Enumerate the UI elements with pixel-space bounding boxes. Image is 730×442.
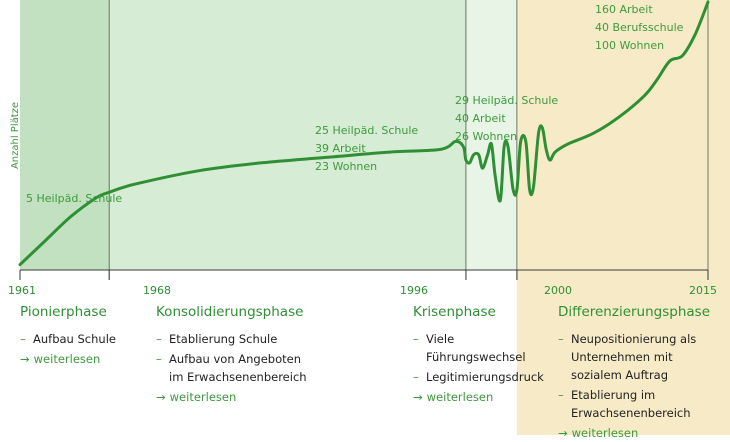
series-line	[18, 0, 710, 267]
link-label: weiterlesen	[571, 426, 639, 440]
arrow-right-icon: →	[558, 426, 568, 440]
phase-title: Differenzierungsphase	[558, 304, 711, 320]
annotation-1968: 5 Heilpäd. Schule	[26, 190, 122, 208]
phase-item: – Viele Führungswechsel	[413, 330, 553, 366]
dash-icon: –	[156, 352, 162, 366]
dash-icon: –	[413, 332, 419, 346]
arrow-right-icon: →	[413, 390, 423, 404]
phase-item: – Aufbau Schule	[20, 330, 145, 348]
phase-item-text: Etablierung Schule	[169, 332, 278, 346]
phase-item: – Aufbau von Angeboten im Erwachsenenber…	[156, 350, 309, 386]
phase-pionier: Pionierphase – Aufbau Schule → weiterlese…	[20, 300, 145, 368]
phase-item-text: Viele Führungswechsel	[426, 332, 526, 364]
phase-band	[465, 0, 517, 270]
phase-item-text: Legitimierungsdruck	[426, 370, 544, 384]
dash-icon: –	[558, 388, 564, 402]
annotation-line: 160 Arbeit	[595, 3, 653, 16]
phase-item: – Neupositionierung als Unternehmen mit …	[558, 330, 701, 384]
link-label: weiterlesen	[169, 390, 237, 404]
y-axis-label: Anzahl Plätze	[10, 101, 22, 170]
annotation-line: 29 Heilpäd. Schule	[455, 94, 559, 107]
weiterlesen-link[interactable]: → weiterlesen	[413, 388, 553, 406]
phase-krise: Krisenphase – Viele Führungswechsel – Le…	[413, 300, 553, 406]
phase-band-edge	[708, 0, 730, 270]
dash-icon: –	[20, 332, 26, 346]
phase-band	[516, 0, 708, 270]
annotation-line: 39 Arbeit	[315, 142, 366, 155]
annotation-2015: 160 Arbeit 40 Berufsschule 100 Wohnen	[595, 1, 683, 55]
phase-item: – Legitimierungsdruck	[413, 368, 553, 386]
x-tick-label: 1968	[143, 284, 171, 297]
dash-icon: –	[413, 370, 419, 384]
annotation-line: 40 Berufsschule	[595, 21, 684, 34]
phase-band	[109, 0, 466, 270]
dash-icon: –	[558, 332, 564, 346]
phase-item-text: Etablierung im Erwachsenenbereich	[571, 388, 691, 420]
annotation-2000: 29 Heilpäd. Schule 40 Arbeit 26 Wohnen	[455, 92, 558, 146]
phase-item-text: Aufbau Schule	[33, 332, 116, 346]
annotation-line: 23 Wohnen	[315, 160, 378, 173]
x-tick-label: 1996	[400, 284, 428, 297]
annotation-line: 100 Wohnen	[595, 39, 665, 52]
link-label: weiterlesen	[426, 390, 494, 404]
weiterlesen-link[interactable]: → weiterlesen	[156, 388, 396, 406]
phase-konsolidierung: Konsolidierungsphase – Etablierung Schul…	[156, 300, 396, 406]
weiterlesen-link[interactable]: → weiterlesen	[558, 424, 708, 442]
annotation-line: 40 Arbeit	[455, 112, 506, 125]
phase-item: – Etablierung im Erwachsenenbereich	[558, 386, 701, 422]
phase-band	[20, 0, 110, 270]
dash-icon: –	[156, 332, 162, 346]
phase-title: Pionierphase	[20, 304, 107, 320]
phase-item-text: Neupositionierung als Unternehmen mit so…	[571, 332, 697, 382]
annotation-1996: 25 Heilpäd. Schule 39 Arbeit 23 Wohnen	[315, 122, 418, 176]
weiterlesen-link[interactable]: → weiterlesen	[20, 350, 145, 368]
phase-title: Krisenphase	[413, 304, 496, 320]
x-tick-label: 2000	[544, 284, 572, 297]
phase-title: Konsolidierungsphase	[156, 304, 304, 320]
x-tick-label: 2015	[689, 284, 717, 297]
phase-differenzierung: Differenzierungsphase – Neupositionierun…	[558, 300, 711, 442]
phase-band-tail	[516, 270, 730, 435]
annotation-line: 26 Wohnen	[455, 130, 518, 143]
phase-item: – Etablierung Schule	[156, 330, 396, 348]
arrow-right-icon: →	[156, 390, 166, 404]
link-label: weiterlesen	[33, 352, 101, 366]
x-tick-label: 1961	[8, 284, 36, 297]
phase-item-text: Aufbau von Angeboten im Erwachsenenberei…	[169, 352, 307, 384]
arrow-right-icon: →	[20, 352, 30, 366]
annotation-line: 5 Heilpäd. Schule	[26, 192, 123, 205]
annotation-line: 25 Heilpäd. Schule	[315, 124, 419, 137]
